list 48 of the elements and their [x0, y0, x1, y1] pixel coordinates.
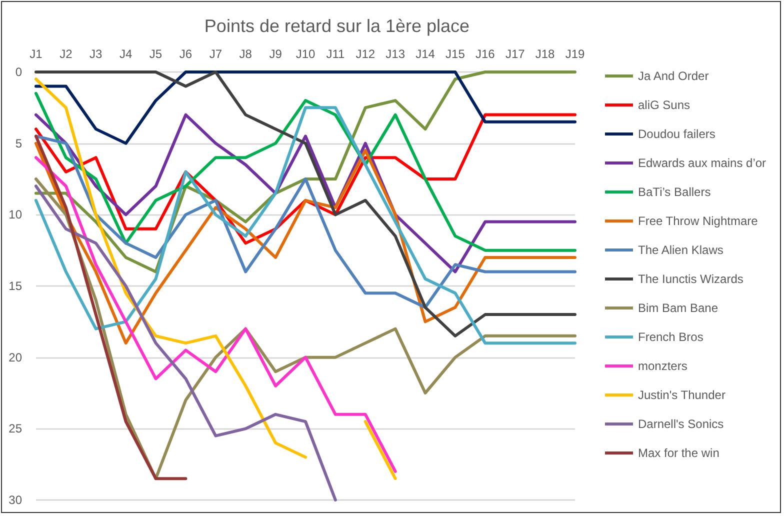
- x-tick-label: J8: [239, 47, 252, 61]
- legend-label: Edwards aux mains d’or: [638, 156, 766, 170]
- x-tick-label: J1: [30, 47, 43, 61]
- x-tick-label: J2: [60, 47, 73, 61]
- x-tick-label: J12: [356, 47, 376, 61]
- y-tick-label: 30: [8, 493, 22, 507]
- x-tick-label: J4: [119, 47, 132, 61]
- y-tick-label: 15: [8, 279, 22, 293]
- legend-label: Justin's Thunder: [638, 388, 726, 402]
- x-tick-label: J9: [269, 47, 282, 61]
- y-tick-label: 20: [8, 350, 22, 364]
- chart-title: Points de retard sur la 1ère place: [204, 16, 470, 36]
- legend-label: The Alien Klaws: [638, 243, 724, 257]
- legend-label: Doudou failers: [638, 127, 716, 141]
- legend-label: Bim Bam Bane: [638, 301, 718, 315]
- legend-label: Ja And Order: [638, 69, 709, 83]
- legend-label: Darnell's Sonics: [638, 417, 724, 431]
- legend-label: French Bros: [638, 330, 704, 344]
- x-tick-label: J16: [475, 47, 496, 61]
- line-series: [34, 134, 576, 309]
- legend-label: The Iunctis Wizards: [638, 272, 744, 286]
- legend-label: Free Throw Nightmare: [638, 214, 758, 228]
- line-series: [34, 70, 576, 145]
- y-tick-label: 10: [8, 208, 22, 222]
- x-tick-label: J10: [296, 47, 316, 61]
- x-tick-label: J17: [505, 47, 526, 61]
- line-series: [34, 134, 188, 480]
- x-tick-label: J13: [386, 47, 406, 61]
- x-tick-label: J7: [209, 47, 222, 61]
- line-series: [34, 156, 397, 473]
- x-tick-label: J5: [149, 47, 162, 61]
- x-tick-label: J18: [535, 47, 556, 61]
- line-series: [34, 184, 337, 502]
- legend-label: monzters: [638, 359, 688, 373]
- legend-label: Max for the win: [638, 446, 720, 460]
- line-series: [34, 92, 576, 252]
- x-tick-label: J11: [326, 47, 345, 61]
- legend-label: BaTi’s Ballers: [638, 185, 711, 199]
- line-series: [34, 70, 576, 338]
- x-tick-label: J19: [565, 47, 585, 61]
- y-tick-label: 0: [15, 65, 22, 79]
- y-tick-label: 25: [8, 422, 22, 436]
- x-tick-label: J6: [179, 47, 192, 61]
- legend-label: aliG Suns: [638, 98, 690, 112]
- x-tick-label: J3: [90, 47, 103, 61]
- x-tick-label: J15: [446, 47, 466, 61]
- x-tick-label: J14: [416, 47, 436, 61]
- y-tick-label: 5: [15, 136, 22, 150]
